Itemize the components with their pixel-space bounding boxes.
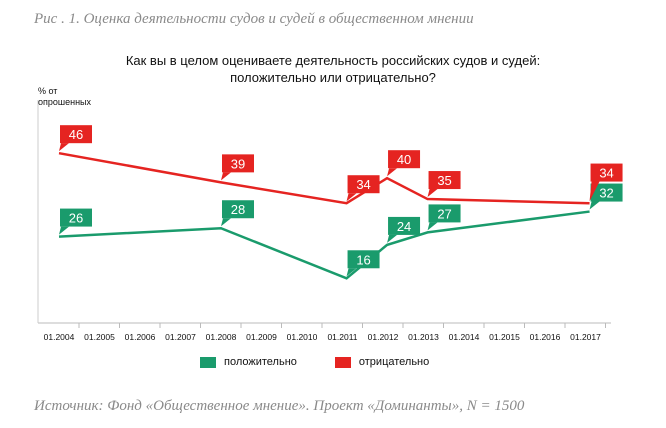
data-label-box: [428, 171, 461, 190]
figure-caption: Рис . 1. Оценка деятельности судов и суд…: [34, 11, 474, 27]
data-label-tail: [346, 193, 357, 202]
x-tick-label: 01.2013: [408, 332, 439, 342]
data-label-box: [222, 200, 254, 219]
data-label-tail: [346, 268, 357, 277]
data-label-box: [347, 250, 380, 269]
data-label-tail: [387, 168, 398, 177]
data-label-tail: [589, 201, 600, 210]
legend-item-positive: положительно: [200, 356, 297, 368]
data-label: 40: [397, 152, 411, 167]
x-tick-label: 01.2015: [489, 332, 520, 342]
data-label-tail: [221, 218, 231, 227]
x-tick-label: 01.2017: [570, 332, 601, 342]
legend: положительно отрицательно: [200, 356, 429, 368]
data-label-tail: [427, 222, 438, 231]
y-label-line-1: % от: [38, 86, 58, 96]
data-label: 32: [599, 186, 613, 201]
data-label-box: [347, 175, 380, 194]
legend-item-negative: отрицательно: [334, 356, 430, 368]
data-label: 34: [356, 177, 370, 192]
data-label-box: [60, 208, 92, 227]
data-label: 39: [231, 156, 245, 171]
x-tick-label: 01.2009: [246, 332, 277, 342]
series-line-1: [58, 151, 590, 205]
legend-label-negative: отрицательно: [358, 356, 430, 368]
data-label: 34: [599, 166, 613, 181]
data-label-tail: [221, 172, 231, 181]
data-label-box: [388, 150, 421, 169]
x-tick-label: 01.2016: [530, 332, 561, 342]
x-tick-label: 01.2014: [449, 332, 480, 342]
data-label-tail: [59, 143, 69, 152]
y-label-line-2: опрошенных: [38, 97, 92, 107]
source-note: Источник: Фонд «Общественное мнение». Пр…: [34, 398, 525, 414]
data-label-box: [590, 163, 623, 182]
x-tick-label: 01.2005: [84, 332, 115, 342]
data-label-tail: [387, 234, 398, 243]
data-label-box: [590, 183, 623, 202]
data-label: 28: [231, 202, 245, 217]
data-label-tail: [427, 189, 438, 198]
data-label-box: [428, 204, 461, 223]
legend-swatch-negative: [334, 356, 351, 368]
data-label: 27: [437, 206, 451, 221]
data-label: 24: [397, 219, 411, 234]
data-label-box: [222, 154, 254, 173]
data-label-tail: [589, 181, 600, 202]
title-line-1: Как вы в целом оцениваете деятельность р…: [125, 53, 541, 68]
data-label: 46: [69, 127, 83, 142]
x-tick-label: 01.2011: [327, 332, 357, 342]
series-line-0: [58, 210, 590, 280]
x-tick-label: 01.2006: [125, 332, 156, 342]
legend-label-positive: положительно: [224, 356, 297, 368]
data-label-box: [60, 125, 92, 144]
y-axis-label: % от опрошенных: [38, 86, 91, 108]
x-tick-label: 01.2010: [287, 332, 318, 342]
data-label: 26: [69, 211, 83, 226]
legend-swatch-positive: [200, 356, 216, 368]
x-tick-label: 01.2008: [206, 332, 237, 342]
data-label: 35: [437, 173, 451, 188]
x-tick-label: 01.2012: [368, 332, 399, 342]
x-tick-label: 01.2004: [44, 332, 75, 342]
data-label-tail: [59, 226, 69, 235]
data-label-box: [388, 216, 421, 235]
x-tick-label: 01.2007: [165, 332, 196, 342]
data-label: 16: [356, 252, 370, 267]
chart-title: Как вы в целом оцениваете деятельность р…: [0, 52, 666, 86]
title-line-2: положительно или отрицательно?: [230, 70, 436, 85]
